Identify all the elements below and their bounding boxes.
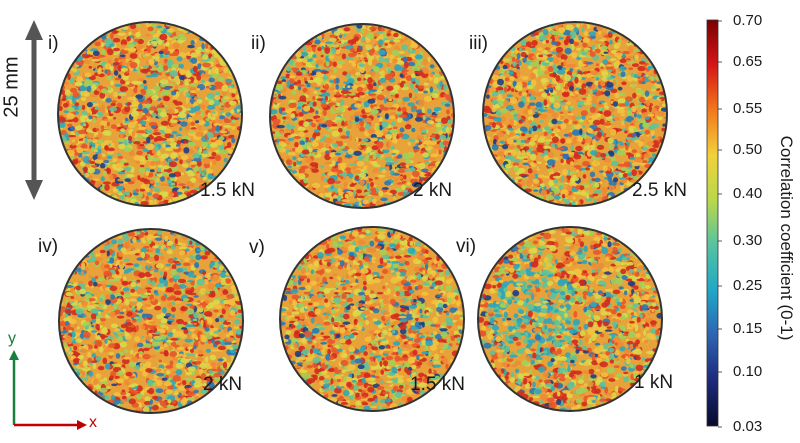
colorbar-title: Correlation coefficient (0-1) (776, 136, 796, 341)
colorbar-tick: 0.50 (733, 141, 762, 158)
colorbar (707, 20, 718, 426)
load-label: 2 kN (413, 180, 452, 202)
colorbar-tick: 0.30 (733, 232, 762, 249)
panel-label: iii) (469, 33, 488, 55)
y-axis-label: y (8, 330, 16, 348)
colorbar-tick: 0.25 (733, 277, 762, 294)
colorbar-tick: 0.55 (733, 100, 762, 117)
colorbar-tick: 0.15 (733, 320, 762, 337)
scale-bar-label: 25 mm (1, 56, 24, 117)
load-label: 1.5 kN (200, 180, 255, 202)
scale-bar-arrow (25, 20, 43, 200)
load-label: 1 kN (634, 372, 673, 394)
colorbar-tick: 0.10 (733, 363, 762, 380)
panel-label: i) (48, 33, 59, 55)
colorbar-tick: 0.03 (733, 418, 762, 435)
colorbar-tick: 0.40 (733, 185, 762, 202)
load-label: 1.5 kN (410, 374, 465, 396)
panel-label: iv) (38, 236, 58, 258)
colorbar-tick: 0.70 (733, 12, 762, 29)
panel-label: v) (249, 237, 265, 259)
panel-label: ii) (251, 33, 266, 55)
x-axis-label: x (89, 414, 97, 432)
colorbar-tick: 0.65 (733, 53, 762, 70)
panel-label: vi) (456, 236, 476, 258)
load-label: 2.5 kN (632, 180, 687, 202)
load-label: 2 kN (203, 374, 242, 396)
